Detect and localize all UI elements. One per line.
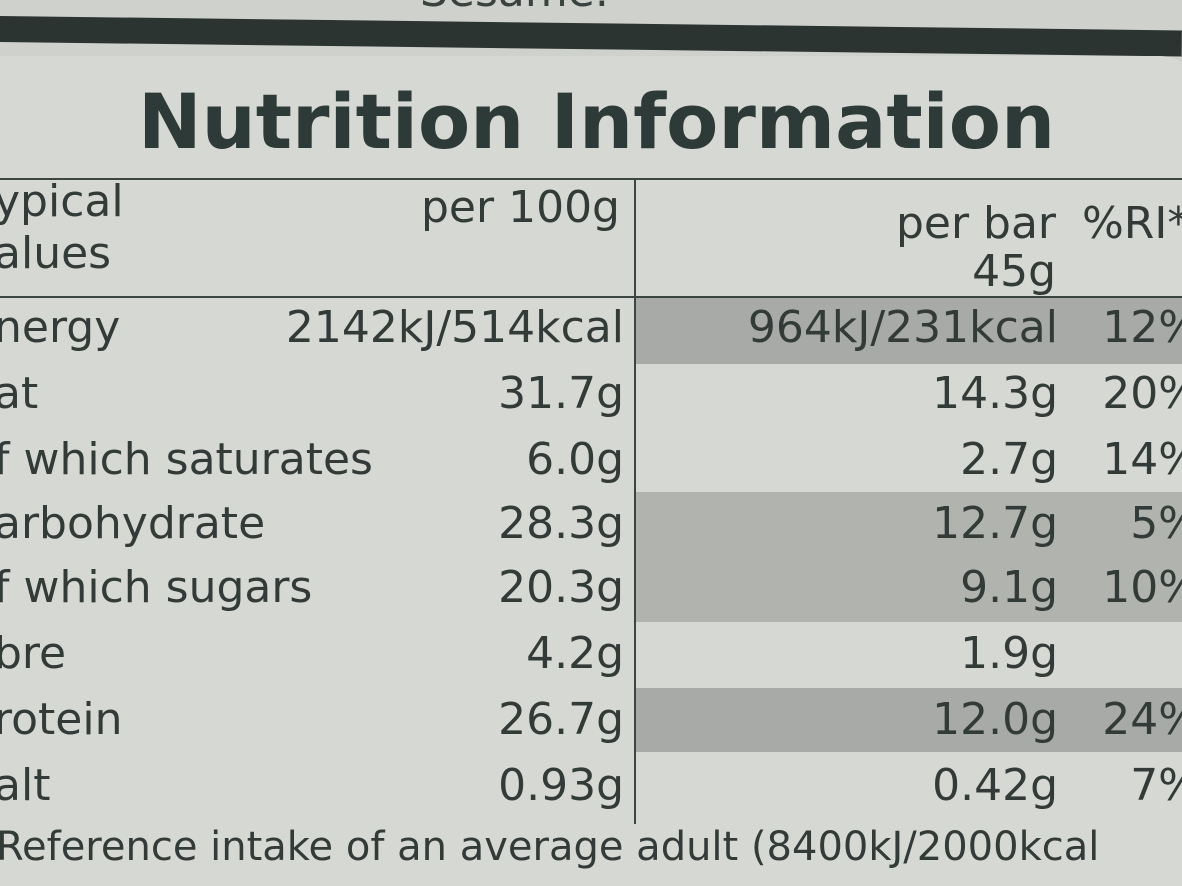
nutrient-per-bar: 964kJ/231kcal <box>747 302 1058 353</box>
shade-energy <box>636 298 1182 364</box>
nutrient-ri: 5% <box>1130 498 1182 549</box>
top-text-fragment: Sesame. <box>420 0 609 17</box>
nutrient-per-100g: 31.7g <box>498 368 624 419</box>
nutrient-per-100g: 6.0g <box>526 434 624 485</box>
nutrient-per-100g: 28.3g <box>498 498 624 549</box>
nutrient-per-100g: 20.3g <box>498 562 624 613</box>
nutrient-ri: 14% <box>1102 434 1182 485</box>
header-typical-line2: alues <box>0 228 112 279</box>
nutrient-per-bar: 12.7g <box>932 498 1058 549</box>
nutrient-ri: 7% <box>1130 760 1182 811</box>
nutrient-per-bar: 1.9g <box>960 628 1058 679</box>
nutrient-label: at <box>0 368 39 419</box>
top-divider <box>0 16 1182 57</box>
nutrient-ri: 20% <box>1102 368 1182 419</box>
header-top-rule <box>0 178 1182 180</box>
nutrient-ri: 10% <box>1102 562 1182 613</box>
nutrient-per-100g: 4.2g <box>526 628 624 679</box>
nutrient-per-bar: 14.3g <box>932 368 1058 419</box>
shade-protein <box>636 688 1182 752</box>
nutrient-label: nergy <box>0 302 121 353</box>
nutrient-label: bre <box>0 628 67 679</box>
nutrient-ri: 12% <box>1102 302 1182 353</box>
header-per-bar: per bar <box>895 198 1056 249</box>
header-per-100g: per 100g <box>421 182 620 233</box>
nutrient-per-bar: 0.42g <box>932 760 1058 811</box>
nutrient-per-bar: 2.7g <box>960 434 1058 485</box>
header-per-bar-weight: 45g <box>972 246 1056 297</box>
nutrient-label: arbohydrate <box>0 498 266 549</box>
shade-carb-sugars <box>636 492 1182 622</box>
nutrient-label: rotein <box>0 694 123 745</box>
footnote: Reference intake of an average adult (84… <box>0 824 1100 870</box>
panel-title: Nutrition Information <box>138 77 1056 166</box>
nutrient-per-bar: 9.1g <box>960 562 1058 613</box>
nutrient-label: f which sugars <box>0 562 313 613</box>
nutrient-label: alt <box>0 760 51 811</box>
header-bottom-rule <box>0 296 1182 298</box>
nutrient-per-100g: 26.7g <box>498 694 624 745</box>
column-divider <box>634 178 636 824</box>
nutrient-label: f which saturates <box>0 434 373 485</box>
header-ri: %RI* <box>1082 198 1182 249</box>
nutrient-ri: 24% <box>1102 694 1182 745</box>
nutrient-per-100g: 0.93g <box>498 760 624 811</box>
nutrient-per-100g: 2142kJ/514kcal <box>285 302 624 353</box>
header-typical-line1: ypical <box>0 176 124 227</box>
nutrient-per-bar: 12.0g <box>932 694 1058 745</box>
